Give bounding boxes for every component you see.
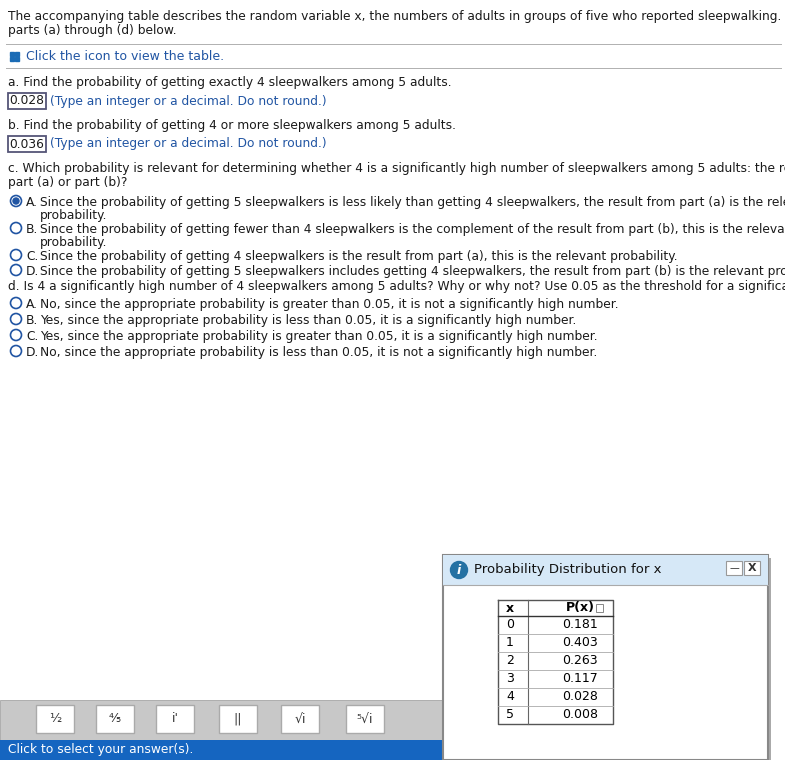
Text: B.: B. xyxy=(26,314,38,327)
Text: parts (a) through (d) below.: parts (a) through (d) below. xyxy=(8,24,177,37)
FancyBboxPatch shape xyxy=(446,558,771,760)
Text: (Type an integer or a decimal. Do not round.): (Type an integer or a decimal. Do not ro… xyxy=(50,94,327,107)
Text: b. Find the probability of getting 4 or more sleepwalkers among 5 adults.: b. Find the probability of getting 4 or … xyxy=(8,119,456,132)
Circle shape xyxy=(451,562,468,578)
FancyBboxPatch shape xyxy=(10,57,14,61)
Text: Click to select your answer(s).: Click to select your answer(s). xyxy=(8,743,193,756)
FancyBboxPatch shape xyxy=(346,705,384,733)
FancyBboxPatch shape xyxy=(10,52,14,56)
Text: 0.008: 0.008 xyxy=(562,708,598,721)
Text: ⅘: ⅘ xyxy=(109,713,121,726)
Text: 0.181: 0.181 xyxy=(562,619,598,632)
Text: C.: C. xyxy=(26,250,38,263)
Text: Yes, since the appropriate probability is greater than 0.05, it is a significant: Yes, since the appropriate probability i… xyxy=(40,330,597,343)
Text: 2: 2 xyxy=(506,654,514,667)
FancyBboxPatch shape xyxy=(281,705,319,733)
FancyBboxPatch shape xyxy=(596,604,603,612)
Text: 3: 3 xyxy=(506,673,514,686)
Text: part (a) or part (b)?: part (a) or part (b)? xyxy=(8,176,127,189)
Text: Yes, since the appropriate probability is less than 0.05, it is a significantly : Yes, since the appropriate probability i… xyxy=(40,314,576,327)
Text: No, since the appropriate probability is less than 0.05, it is not a significant: No, since the appropriate probability is… xyxy=(40,346,597,359)
Text: Since the probability of getting 5 sleepwalkers includes getting 4 sleepwalkers,: Since the probability of getting 5 sleep… xyxy=(40,265,785,278)
Text: ||: || xyxy=(234,713,243,726)
Text: 0.403: 0.403 xyxy=(562,637,598,650)
Text: 0.028: 0.028 xyxy=(562,691,598,704)
Text: Click the icon to view the table.: Click the icon to view the table. xyxy=(26,50,225,64)
Text: d. Is 4 a significantly high number of 4 sleepwalkers among 5 adults? Why or why: d. Is 4 a significantly high number of 4… xyxy=(8,280,785,293)
FancyBboxPatch shape xyxy=(15,52,19,56)
FancyBboxPatch shape xyxy=(443,555,768,585)
FancyBboxPatch shape xyxy=(219,705,257,733)
Text: x: x xyxy=(506,601,514,615)
Text: The accompanying table describes the random variable x, the numbers of adults in: The accompanying table describes the ran… xyxy=(8,10,785,23)
Text: X: X xyxy=(747,563,756,573)
Text: C.: C. xyxy=(26,330,38,343)
Text: Probability Distribution for x: Probability Distribution for x xyxy=(474,563,662,577)
Text: c. Which probability is relevant for determining whether 4 is a significantly hi: c. Which probability is relevant for det… xyxy=(8,162,785,175)
FancyBboxPatch shape xyxy=(0,700,455,740)
Text: A.: A. xyxy=(26,196,38,209)
Circle shape xyxy=(13,198,19,204)
Text: 0: 0 xyxy=(506,619,514,632)
FancyBboxPatch shape xyxy=(744,561,760,575)
Text: P(x): P(x) xyxy=(565,601,594,615)
FancyBboxPatch shape xyxy=(8,93,46,109)
Text: a. Find the probability of getting exactly 4 sleepwalkers among 5 adults.: a. Find the probability of getting exact… xyxy=(8,76,451,89)
Text: 1: 1 xyxy=(506,637,514,650)
Text: No, since the appropriate probability is greater than 0.05, it is not a signific: No, since the appropriate probability is… xyxy=(40,298,619,311)
FancyBboxPatch shape xyxy=(36,705,74,733)
Text: ½: ½ xyxy=(49,713,61,726)
Text: (Type an integer or a decimal. Do not round.): (Type an integer or a decimal. Do not ro… xyxy=(50,138,327,150)
Text: 0.028: 0.028 xyxy=(9,94,45,107)
Text: Since the probability of getting fewer than 4 sleepwalkers is the complement of : Since the probability of getting fewer t… xyxy=(40,223,785,236)
FancyBboxPatch shape xyxy=(15,57,19,61)
FancyBboxPatch shape xyxy=(96,705,134,733)
Text: 0.117: 0.117 xyxy=(562,673,598,686)
FancyBboxPatch shape xyxy=(443,555,768,760)
FancyBboxPatch shape xyxy=(726,561,742,575)
Text: i: i xyxy=(457,563,461,577)
FancyBboxPatch shape xyxy=(156,705,194,733)
Text: 4: 4 xyxy=(506,691,514,704)
Text: Since the probability of getting 5 sleepwalkers is less likely than getting 4 sl: Since the probability of getting 5 sleep… xyxy=(40,196,785,209)
Text: 5: 5 xyxy=(506,708,514,721)
Text: probability.: probability. xyxy=(40,209,108,222)
FancyBboxPatch shape xyxy=(0,740,455,760)
FancyBboxPatch shape xyxy=(8,136,46,152)
Text: probability.: probability. xyxy=(40,236,108,249)
Text: √i: √i xyxy=(294,713,305,726)
Text: B.: B. xyxy=(26,223,38,236)
Text: 0.263: 0.263 xyxy=(562,654,598,667)
Text: ⁵√i: ⁵√i xyxy=(356,713,373,726)
Text: D.: D. xyxy=(26,346,39,359)
Text: i': i' xyxy=(171,713,178,726)
Text: 0.036: 0.036 xyxy=(9,138,45,150)
Text: —: — xyxy=(729,563,739,573)
Text: A.: A. xyxy=(26,298,38,311)
Text: D.: D. xyxy=(26,265,39,278)
Text: Since the probability of getting 4 sleepwalkers is the result from part (a), thi: Since the probability of getting 4 sleep… xyxy=(40,250,677,263)
FancyBboxPatch shape xyxy=(498,600,613,616)
